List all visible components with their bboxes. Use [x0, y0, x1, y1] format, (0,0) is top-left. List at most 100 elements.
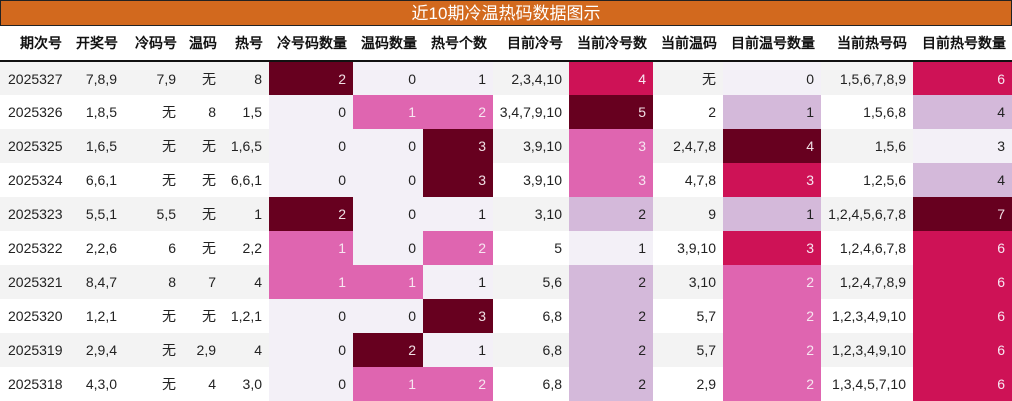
table-cell: 7,8,9	[67, 61, 124, 95]
table-cell: 无	[183, 197, 223, 231]
table-cell: 2,2	[223, 231, 269, 265]
heat-cell: 1	[723, 95, 821, 129]
heat-cell: 2	[723, 265, 821, 299]
table-cell: 5,7	[653, 333, 723, 367]
heat-cell: 2	[569, 265, 653, 299]
heat-cell: 0	[269, 333, 353, 367]
column-header: 当前温码	[653, 26, 723, 62]
table-cell: 3,9,10	[493, 163, 569, 197]
heat-cell: 6	[913, 61, 1012, 95]
table-cell: 1,5,6,8	[821, 95, 913, 129]
column-header: 期次号	[0, 26, 67, 62]
column-header: 冷号码数量	[269, 26, 353, 62]
table-cell: 2025326	[0, 95, 67, 129]
table-row: 2025321 8,4,7 8 7 4 1 1 1 5,6 2 3,10 2 1,2,4,7,8,9 6	[0, 265, 1012, 299]
table-cell: 5,6	[493, 265, 569, 299]
table-cell: 9	[653, 197, 723, 231]
table-cell: 无	[124, 333, 183, 367]
heat-cell: 1	[423, 197, 493, 231]
table-cell: 1,2,4,7,8,9	[821, 265, 913, 299]
table-cell: 2025319	[0, 333, 67, 367]
column-header: 温码数量	[353, 26, 423, 62]
heat-cell: 0	[269, 95, 353, 129]
table-cell: 2025325	[0, 129, 67, 163]
heat-cell: 1	[353, 367, 423, 401]
heat-cell: 0	[353, 197, 423, 231]
table-cell: 3,10	[653, 265, 723, 299]
table-cell: 2025322	[0, 231, 67, 265]
table-cell: 1,3,4,5,7,10	[821, 367, 913, 401]
table-cell: 2025323	[0, 197, 67, 231]
table-cell: 无	[183, 299, 223, 333]
heat-cell: 1	[269, 265, 353, 299]
column-header: 温码	[183, 26, 223, 62]
heat-cell: 0	[723, 61, 821, 95]
table-row: 2025326 1,8,5 无 8 1,5 0 1 2 3,4,7,9,10 5 2 1 1,5,6,8…	[0, 95, 1012, 129]
table-cell: 6,8	[493, 299, 569, 333]
column-header: 当前热号码	[821, 26, 913, 62]
table-cell: 1	[223, 197, 269, 231]
heat-cell: 3	[723, 231, 821, 265]
table-cell: 1,2,1	[223, 299, 269, 333]
column-header: 目前温号数量	[723, 26, 821, 62]
heat-cell: 7	[913, 197, 1012, 231]
heat-cell: 0	[269, 129, 353, 163]
heat-cell: 2	[723, 367, 821, 401]
table-cell: 1,2,1	[67, 299, 124, 333]
heat-cell: 1	[269, 231, 353, 265]
heat-cell: 2	[269, 61, 353, 95]
table-cell: 无	[653, 61, 723, 95]
heat-cell: 1	[353, 265, 423, 299]
table-cell: 无	[183, 129, 223, 163]
heat-cell: 1	[353, 95, 423, 129]
column-header: 开奖号	[67, 26, 124, 62]
table-row: 2025322 2,2,6 6 无 2,2 1 0 2 5 1 3,9,10 3 1,2,4,6,7,8…	[0, 231, 1012, 265]
table-cell: 6	[124, 231, 183, 265]
heat-cell: 6	[913, 299, 1012, 333]
heat-cell: 2	[569, 299, 653, 333]
heat-cell: 3	[423, 299, 493, 333]
table-cell: 4,3,0	[67, 367, 124, 401]
table-cell: 2,2,6	[67, 231, 124, 265]
column-header: 热号个数	[423, 26, 493, 62]
heat-cell: 0	[269, 367, 353, 401]
heat-cell: 3	[423, 129, 493, 163]
table-cell: 2,9,4	[67, 333, 124, 367]
table-cell: 1,6,5	[67, 129, 124, 163]
table-row: 2025327 7,8,9 7,9 无 8 2 0 1 2,3,4,10 4 无 0 1,5,6,7,8…	[0, 61, 1012, 95]
column-header: 当前冷号数	[569, 26, 653, 62]
table-row: 2025320 1,2,1 无无 1,2,1 0 0 3 6,8 2 5,7 2 1,2,3,4,9,…	[0, 299, 1012, 333]
table-cell: 8	[223, 61, 269, 95]
table-row: 2025325 1,6,5 无无 1,6,5 0 0 3 3,9,10 3 2,4,7,8 4 1,5…	[0, 129, 1012, 163]
table-cell: 5,7	[653, 299, 723, 333]
table-cell: 2,9	[653, 367, 723, 401]
figure-title: 近10期冷温热码数据图示	[0, 0, 1012, 26]
table-cell: 3,4,7,9,10	[493, 95, 569, 129]
table-cell: 4	[223, 333, 269, 367]
table-row: 2025323 5,5,1 5,5 无 1 2 0 1 3,10 2 9 1 1,2,4,5,6,7,8…	[0, 197, 1012, 231]
column-header: 目前热号数量	[913, 26, 1012, 62]
table-cell: 1,5	[223, 95, 269, 129]
heat-cell: 2	[723, 333, 821, 367]
heat-cell: 2	[423, 367, 493, 401]
heat-cell: 2	[569, 367, 653, 401]
table-cell: 1,2,4,6,7,8	[821, 231, 913, 265]
table-cell: 4	[223, 265, 269, 299]
table-cell: 8,4,7	[67, 265, 124, 299]
table-cell: 4	[183, 367, 223, 401]
table-cell: 8	[124, 265, 183, 299]
heat-cell: 3	[569, 163, 653, 197]
table-cell: 无	[183, 231, 223, 265]
table-cell: 无	[183, 61, 223, 95]
table-cell: 2025324	[0, 163, 67, 197]
table-cell: 6,8	[493, 333, 569, 367]
table-cell: 3,10	[493, 197, 569, 231]
table-row: 2025324 6,6,1 无无 6,6,1 0 0 3 3,9,10 3 4,7,8 3 1,2,5…	[0, 163, 1012, 197]
table-cell: 无	[124, 299, 183, 333]
table-cell: 1,2,4,5,6,7,8	[821, 197, 913, 231]
table-cell: 1,2,3,4,9,10	[821, 299, 913, 333]
table-row: 2025318 4,3,0 无 4 3,0 0 1 2 6,8 2 2,9 2 1,3,4,5,7,10…	[0, 367, 1012, 401]
table-cell: 2,9	[183, 333, 223, 367]
table-cell: 1,2,5,6	[821, 163, 913, 197]
